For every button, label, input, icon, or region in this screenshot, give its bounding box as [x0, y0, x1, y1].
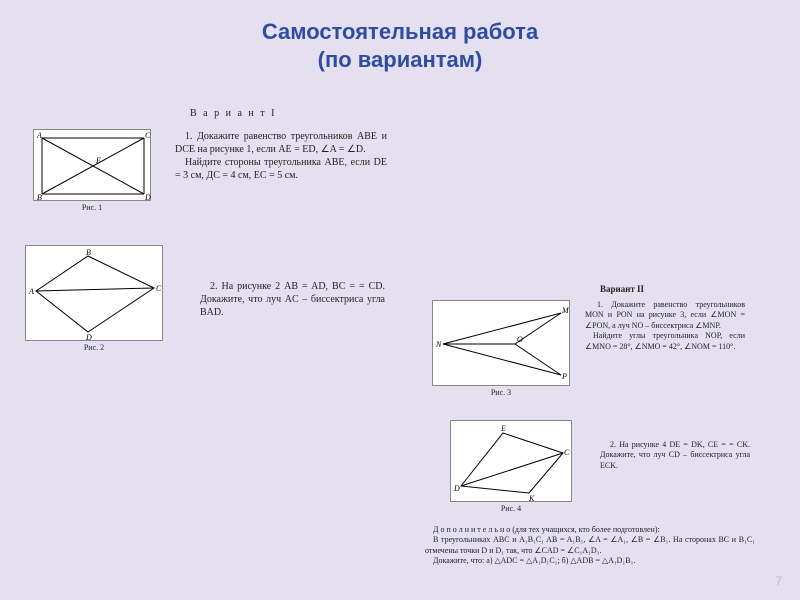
- variant1-label: В а р и а н т I: [190, 108, 276, 119]
- svg-text:D: D: [453, 484, 460, 493]
- figure3-box: N M O P: [432, 300, 570, 386]
- figure4-svg: D E C K: [451, 421, 573, 503]
- extra-head: Д о п о л н и т е л ь н о (для тех учащи…: [425, 525, 755, 535]
- svg-text:M: M: [561, 306, 570, 315]
- problem3b-text: Найдите углы треугольника NOP, если ∠MNO…: [585, 331, 745, 352]
- svg-text:B: B: [86, 248, 91, 257]
- figure4-box: D E C K: [450, 420, 572, 502]
- svg-text:C: C: [564, 448, 570, 457]
- problem1b-text: Найдите стороны треугольника ABE, если D…: [175, 156, 387, 182]
- figure2-svg: A B C D: [26, 246, 164, 342]
- problem1: 1. Докажите равенство треугольников ABE …: [175, 130, 387, 182]
- figure4-caption: Рис. 4: [450, 504, 572, 513]
- figure3-caption: Рис. 3: [432, 388, 570, 397]
- svg-text:A: A: [28, 287, 34, 296]
- svg-text:O: O: [517, 335, 523, 344]
- svg-text:B: B: [37, 193, 42, 202]
- figure3-svg: N M O P: [433, 301, 571, 387]
- extra-body: В треугольниках ABC и A₁B₁C₁ AB = A₁B₁, …: [425, 535, 755, 556]
- problem2: 2. На рисунке 2 AB = AD, BC = = CD. Дока…: [200, 280, 385, 319]
- variant2-label: Вариант II: [600, 284, 644, 294]
- extra-body2: Докажите, что: а) △ADC = △A₁D₁C₁; б) △AD…: [425, 556, 755, 566]
- title-line1: Самостоятельная работа: [0, 18, 800, 46]
- svg-text:C: C: [156, 284, 162, 293]
- svg-text:P: P: [561, 372, 567, 381]
- svg-text:A: A: [36, 131, 42, 140]
- extra: Д о п о л н и т е л ь н о (для тех учащи…: [425, 525, 755, 567]
- svg-text:K: K: [528, 494, 535, 503]
- problem2-text: 2. На рисунке 2 AB = AD, BC = = CD. Дока…: [200, 280, 385, 319]
- page-title: Самостоятельная работа (по вариантам): [0, 0, 800, 73]
- figure4-container: D E C K Рис. 4: [450, 420, 572, 513]
- figure2-box: A B C D: [25, 245, 163, 341]
- svg-text:E: E: [95, 156, 101, 165]
- figure1-container: A C B D E Рис. 1: [33, 129, 151, 212]
- problem4-text: 2. На рисунке 4 DE = DK, CE = = CK. Дока…: [600, 440, 750, 471]
- page-number: 7: [775, 574, 782, 588]
- problem3-text: 1. Докажите равенство треугольников MON …: [585, 300, 745, 331]
- figure1-svg: A C B D E: [34, 130, 152, 202]
- figure2-container: A B C D Рис. 2: [25, 245, 163, 352]
- figure3-container: N M O P Рис. 3: [432, 300, 570, 397]
- svg-text:N: N: [435, 340, 442, 349]
- figure1-box: A C B D E: [33, 129, 151, 201]
- title-line2: (по вариантам): [0, 46, 800, 74]
- figure1-caption: Рис. 1: [33, 203, 151, 212]
- svg-text:D: D: [144, 193, 151, 202]
- figure2-caption: Рис. 2: [25, 343, 163, 352]
- svg-text:D: D: [85, 333, 92, 342]
- svg-text:C: C: [145, 131, 151, 140]
- problem1-text: 1. Докажите равенство треугольников ABE …: [175, 130, 387, 156]
- problem4: 2. На рисунке 4 DE = DK, CE = = CK. Дока…: [600, 440, 750, 471]
- problem3: 1. Докажите равенство треугольников MON …: [585, 300, 745, 352]
- svg-text:E: E: [500, 424, 506, 433]
